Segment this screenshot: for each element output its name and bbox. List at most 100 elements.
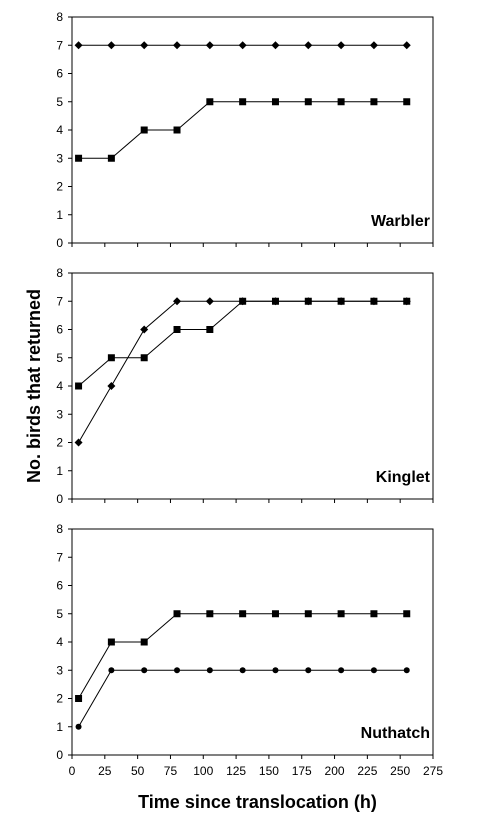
panel-nuthatch-series-2-square-point [370, 610, 378, 618]
panel-warbler-series-2-square-point [140, 126, 148, 134]
panel-nuthatch-y-tick-label: 3 [56, 663, 63, 677]
panel-nuthatch-series-1-circle-point [403, 667, 410, 674]
panel-nuthatch-series-1-circle-point [272, 667, 279, 674]
panel-warbler-series-1-diamond-point [337, 41, 346, 50]
panel-warbler-series-2-square-point [173, 126, 181, 134]
panel-warbler-series-1-diamond-point [271, 41, 280, 50]
panel-warbler-y-tick-label: 2 [56, 180, 63, 194]
panel-kinglet-y-tick-label: 3 [56, 407, 63, 421]
panel-warbler-y-tick-label: 1 [56, 208, 63, 222]
panel-nuthatch-series-1-circle-point [206, 667, 213, 674]
x-tick-label: 250 [390, 764, 410, 778]
panel-nuthatch-series-1-circle-point [141, 667, 148, 674]
panel-kinglet-y-tick-label: 4 [56, 379, 63, 393]
panel-kinglet-series-2-line [78, 300, 407, 387]
panel-kinglet-series-1-line [78, 300, 407, 443]
panel-warbler-series-1-diamond-point [205, 41, 214, 50]
panel-kinglet-y-tick-label: 5 [56, 351, 63, 365]
x-tick-label: 225 [357, 764, 377, 778]
x-tick-label: 25 [98, 764, 112, 778]
panel-warbler-y-tick-label: 3 [56, 151, 63, 165]
panel-nuthatch-series-2-square-point [403, 610, 411, 618]
panel-nuthatch-series-1-circle-point [108, 667, 115, 674]
panel-warbler-label: Warbler [371, 213, 430, 230]
panel-warbler-series-2-square-point [75, 154, 83, 162]
panel-nuthatch-y-tick-label: 4 [56, 635, 63, 649]
panel-warbler-series-2-square-point [206, 98, 214, 106]
panel-kinglet-y-tick-label: 7 [56, 294, 63, 308]
panel-kinglet-series-2-square-point [370, 297, 378, 305]
panel-nuthatch-y-tick-label: 8 [56, 522, 63, 536]
panel-warbler-series-1-diamond-point [402, 41, 411, 50]
panel-kinglet-series-2-square-point [173, 326, 181, 333]
panel-kinglet-series-2-square-point [75, 382, 83, 390]
panel-nuthatch-series-1-circle-point [239, 667, 246, 674]
panel-kinglet-frame [71, 272, 434, 500]
panel-warbler-series-1-diamond-point [304, 41, 313, 50]
panel-kinglet-series-1-diamond-point [205, 297, 214, 306]
panel-kinglet-series-1-diamond-point [107, 382, 116, 390]
panel-warbler-series-1-diamond-point [107, 41, 116, 50]
panel-warbler-series-2-square-point [107, 154, 115, 162]
y-axis-title: No. birds that returned [24, 289, 44, 483]
panel-nuthatch-series-2-square-point [206, 610, 214, 618]
panel-warbler-series-2-square-point [239, 98, 247, 106]
x-tick-label: 100 [193, 764, 213, 778]
x-axis-title: Time since translocation (h) [138, 792, 377, 812]
panel-nuthatch-series-2-square-point [140, 638, 148, 646]
panel-nuthatch-series-2-square-point [75, 695, 83, 702]
panel-kinglet-y-tick-label: 6 [56, 323, 63, 337]
panel-kinglet-label: Kinglet [376, 469, 431, 486]
panel-kinglet-series-2-square-point [271, 297, 279, 305]
panel-nuthatch-series-2-square-point [337, 610, 345, 618]
x-tick-label: 75 [164, 764, 178, 778]
panel-nuthatch-y-tick-label: 7 [56, 550, 63, 564]
panel-kinglet-y-tick-label: 0 [56, 492, 63, 506]
panel-kinglet-y-tick-label: 8 [56, 266, 63, 280]
panel-kinglet-y-tick-label: 1 [56, 464, 63, 478]
panel-nuthatch-series-2-square-point [173, 610, 181, 618]
panel-nuthatch-series-1-circle-point [75, 723, 82, 730]
panel-warbler-series-2-square-point [304, 98, 312, 106]
panel-warbler-series-1-diamond-point [140, 41, 149, 50]
panel-nuthatch-series-2-square-point [107, 638, 115, 646]
panel-kinglet-series-1-diamond-point [74, 438, 83, 447]
x-tick-label: 125 [226, 764, 246, 778]
panel-warbler-series-1-diamond-point [173, 41, 182, 50]
panel-nuthatch-series-1-circle-point [305, 667, 312, 674]
panel-warbler-y-tick-label: 4 [56, 123, 63, 137]
panel-kinglet-series-1-diamond-point [173, 297, 182, 306]
panel-kinglet-series-2-square-point [107, 354, 115, 362]
panel-nuthatch-series-1-circle-point [174, 667, 181, 674]
panel-kinglet-series-1-diamond-point [140, 325, 149, 334]
panel-kinglet-series-2-square-point [304, 297, 312, 305]
panel-nuthatch-series-2-line [78, 613, 407, 699]
panel-warbler-y-tick-label: 0 [56, 236, 63, 250]
x-tick-label: 275 [423, 764, 443, 778]
panel-kinglet-series-2-square-point [206, 326, 214, 333]
panel-warbler-y-tick-label: 8 [56, 10, 63, 24]
panel-nuthatch-series-2-square-point [239, 610, 247, 618]
x-tick-label: 150 [259, 764, 279, 778]
panel-nuthatch-y-tick-label: 5 [56, 607, 63, 621]
panel-nuthatch-label: Nuthatch [361, 725, 430, 742]
panel-warbler-series-1-diamond-point [74, 41, 83, 50]
panel-warbler-frame [71, 16, 434, 244]
panel-warbler-series-1-diamond-point [238, 41, 247, 50]
panel-kinglet-series-2-square-point [337, 297, 345, 305]
panel-warbler-y-tick-label: 7 [56, 38, 63, 52]
panel-warbler-series-2-line [78, 101, 407, 159]
panel-warbler-y-tick-label: 6 [56, 67, 63, 81]
x-tick-label: 200 [325, 764, 345, 778]
panel-warbler-series-2-square-point [403, 98, 411, 106]
panel-kinglet-series-2-square-point [140, 354, 148, 362]
panel-warbler-series-1-diamond-point [369, 41, 378, 50]
panel-nuthatch-series-1-line [78, 669, 407, 728]
panel-kinglet-series-2-square-point [239, 297, 247, 305]
panel-nuthatch-series-2-square-point [304, 610, 312, 618]
panel-kinglet-y-tick-label: 2 [56, 436, 63, 450]
panel-nuthatch-series-1-circle-point [338, 667, 345, 674]
x-tick-label: 0 [69, 764, 76, 778]
